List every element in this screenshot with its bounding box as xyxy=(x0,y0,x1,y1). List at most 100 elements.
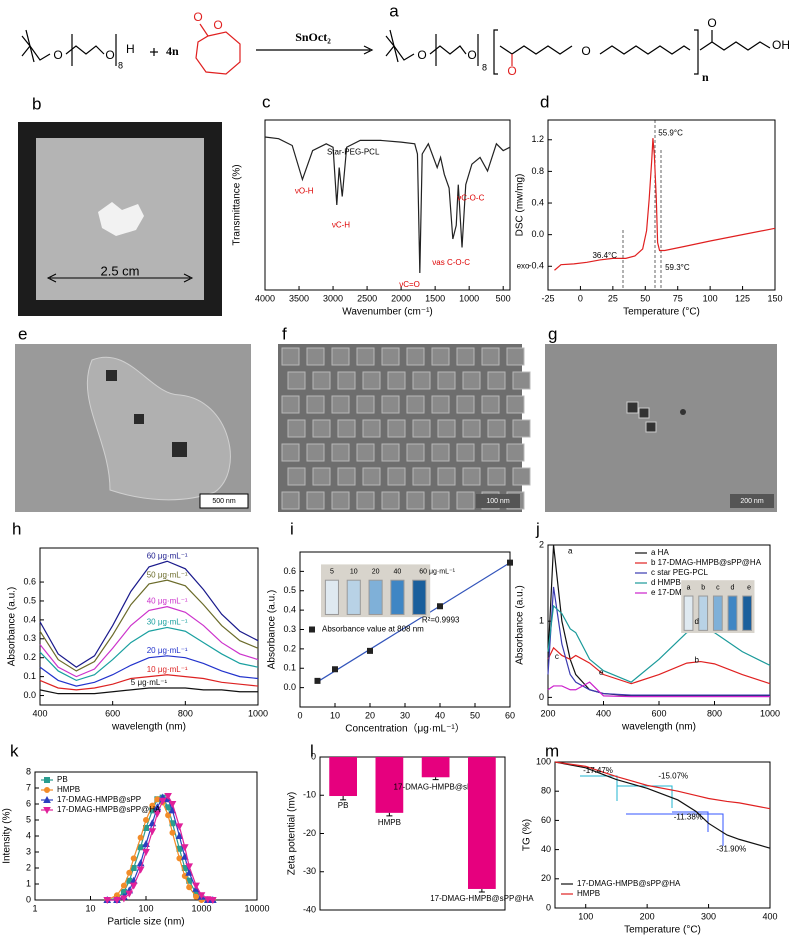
x-tick-label: 400 xyxy=(32,708,47,718)
x-tick-label: 50 xyxy=(640,293,650,303)
sample xyxy=(98,202,144,236)
sem-cube xyxy=(462,419,481,438)
legend-label: HMPB xyxy=(57,785,80,794)
legend-label: e 17-DMAG xyxy=(651,588,693,597)
atom: O xyxy=(581,44,590,58)
caprolactone-ring xyxy=(195,31,241,75)
y-axis-label: TG (%) xyxy=(522,819,533,851)
scale-box xyxy=(730,494,774,508)
series-line xyxy=(39,687,258,695)
x-tick-label: 30 xyxy=(400,710,410,720)
atom: O xyxy=(193,10,202,24)
sem-cube xyxy=(337,371,356,390)
sem-cube xyxy=(312,371,331,390)
scale-label: 100 nm xyxy=(486,498,510,505)
carbonyl xyxy=(199,23,209,37)
inset-vial xyxy=(683,595,694,631)
sem-cube xyxy=(506,347,525,366)
legend-marker xyxy=(309,626,315,633)
sem-cube xyxy=(331,491,350,510)
sem-cube xyxy=(387,467,406,486)
category-label: HMPB xyxy=(378,818,401,827)
y-axis-label: Zeta potential (mv) xyxy=(287,792,298,875)
plot-frame xyxy=(264,119,511,291)
y-axis-label: Absorbance (a.u.) xyxy=(7,587,18,667)
bond xyxy=(599,45,691,55)
scheme-text: a O O H 8 4n O O SnOct₂ O O 8 O O n O OH xyxy=(53,1,789,83)
bond xyxy=(393,45,415,61)
sem-cube xyxy=(331,347,350,366)
error-bar xyxy=(478,888,485,893)
x-axis-label: Particle size (nm) xyxy=(107,917,184,928)
y-tick-label: 7 xyxy=(26,782,31,792)
x-tick-label: 800 xyxy=(707,708,722,718)
sem-cube xyxy=(281,491,300,510)
x-tick-label: 300 xyxy=(701,911,716,921)
x-tick-label: 500 xyxy=(496,293,511,303)
bond xyxy=(699,41,771,51)
sem-cube xyxy=(456,347,475,366)
y-tick-label: 0.3 xyxy=(23,633,36,643)
annotation: b xyxy=(695,655,700,664)
scheme xyxy=(21,23,771,75)
legend-label: a HA xyxy=(651,548,669,557)
legend-label: 17-DMAG-HMPB@sPP@HA xyxy=(577,879,681,888)
tga-arrow xyxy=(672,811,709,832)
legend-label: d HMPB xyxy=(651,578,681,587)
sem-cube xyxy=(356,443,375,462)
x-axis-label: Temperature (°C) xyxy=(624,925,701,936)
data-point xyxy=(153,803,162,811)
coefficient: 4n xyxy=(166,44,179,58)
photo: b 2.5 cm xyxy=(18,94,222,316)
annotation: -17.47% xyxy=(583,766,613,775)
data-point xyxy=(125,890,134,898)
inset-label: a xyxy=(687,584,691,591)
x-tick-label: 0 xyxy=(297,710,302,720)
tga-arrow xyxy=(617,785,673,808)
y-tick-label: 0.8 xyxy=(531,166,544,176)
x-axis-label: Wavenumber (cm⁻¹) xyxy=(342,307,432,318)
sem-cube xyxy=(431,491,450,510)
inset-label: c xyxy=(716,584,720,591)
scale-box xyxy=(199,493,249,509)
catalyst: SnOct₂ xyxy=(295,30,331,44)
data-point xyxy=(165,804,172,811)
annotation: c xyxy=(555,652,559,661)
x-tick-label: 20 xyxy=(365,710,375,720)
scale-label: 500 nm xyxy=(212,498,236,505)
data-point xyxy=(129,882,138,890)
y-tick-label: 0.4 xyxy=(23,614,36,624)
annotation: νas C-O-C xyxy=(432,258,470,267)
y-tick-label: 80 xyxy=(541,786,551,796)
x-tick-label: 600 xyxy=(651,708,666,718)
y-tick-label: -10 xyxy=(303,790,316,800)
series-line xyxy=(39,606,259,678)
data-point xyxy=(180,844,189,852)
legend-label: c star PEG-PCL xyxy=(651,568,708,577)
plot-frame xyxy=(554,761,771,909)
sem-cube xyxy=(512,419,531,438)
error-bar xyxy=(340,796,347,801)
y-tick-label: 0.6 xyxy=(283,566,296,576)
atom: O xyxy=(417,48,426,62)
panel-label: c xyxy=(262,92,271,111)
data-point xyxy=(176,855,183,862)
category-label: 17-DMAG-HMPB@sPP@HA xyxy=(430,894,534,903)
sem-cube xyxy=(362,371,381,390)
y-tick-label: -40 xyxy=(303,904,316,914)
tga-arrow xyxy=(626,813,724,846)
bond xyxy=(429,45,467,55)
sem-cube xyxy=(312,419,331,438)
y-tick-label: 0.1 xyxy=(283,663,296,673)
series-line xyxy=(264,136,511,274)
x-tick-label: 75 xyxy=(673,293,683,303)
data-point xyxy=(165,812,172,819)
data-point xyxy=(136,866,145,874)
panel-label: j xyxy=(535,519,540,538)
data-point xyxy=(175,831,184,839)
atom: O xyxy=(213,18,222,32)
x-tick-label: 2000 xyxy=(391,293,411,303)
sem-cube xyxy=(487,419,506,438)
